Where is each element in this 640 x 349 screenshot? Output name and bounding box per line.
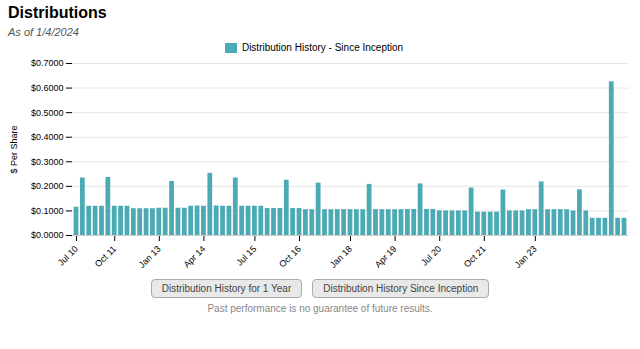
svg-text:Apr 14: Apr 14 [182, 244, 208, 270]
svg-text:$ Per Share: $ Per Share [9, 125, 19, 173]
svg-text:$0.7000: $0.7000 [31, 58, 64, 68]
html-text:Distribution History Since Inc: Distribution History Since Inception [323, 283, 479, 294]
html-text:As of 1/4/2024: As of 1/4/2024 [8, 26, 79, 38]
svg-text:$0.4000: $0.4000 [31, 132, 64, 142]
svg-text:$0.6000: $0.6000 [31, 83, 64, 93]
svg-text:Jul 20: Jul 20 [419, 244, 443, 268]
svg-text:Jan 23: Jan 23 [513, 244, 539, 270]
svg-text:Jan 18: Jan 18 [328, 244, 354, 270]
svg-text:Apr 19: Apr 19 [373, 244, 399, 270]
svg-text:Oct 16: Oct 16 [277, 244, 303, 270]
svg-text:$0.5000: $0.5000 [31, 108, 64, 118]
svg-text:Jul 15: Jul 15 [234, 244, 258, 268]
html-text:Distribution History - Since I: Distribution History - Since Inception [241, 42, 404, 53]
svg-text:Jul 10: Jul 10 [56, 244, 80, 268]
html-text:Distributions: Distributions [8, 4, 107, 21]
html-text:Distribution History for 1 Yea: Distribution History for 1 Year [161, 283, 292, 294]
svg-text:$0.3000: $0.3000 [31, 157, 64, 167]
html-text:Past performance is no guarant: Past performance is no guarantee of futu… [207, 303, 433, 314]
svg-text:$0.2000: $0.2000 [31, 181, 64, 191]
svg-text:Oct 11: Oct 11 [93, 244, 118, 269]
svg-text:$0.0000: $0.0000 [31, 230, 64, 240]
svg-text:$0.1000: $0.1000 [31, 206, 64, 216]
svg-text:Oct 21: Oct 21 [462, 244, 488, 270]
svg-text:Jan 13: Jan 13 [137, 244, 163, 270]
